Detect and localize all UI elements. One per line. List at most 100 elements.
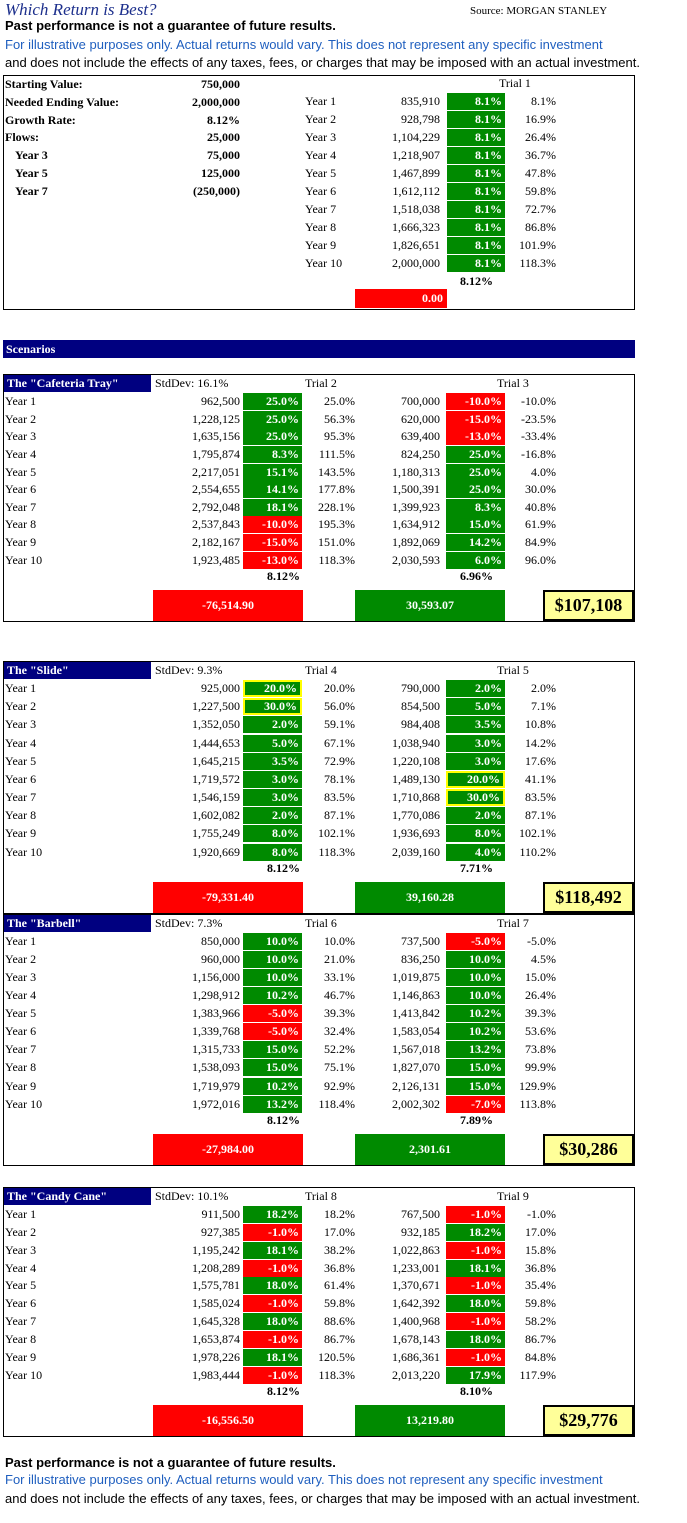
cumulative: 59.8% [525,1296,556,1311]
return-cell: -1.0% [446,1313,505,1331]
year-label: Year 7 [5,1042,37,1057]
value: 1,923,485 [192,552,240,567]
cumulative: 8.1% [531,94,556,108]
trial-title: Trial 5 [497,663,529,677]
input-value: 2,000,000 [192,94,240,109]
return-cell: 8.3% [446,498,505,516]
year-label: Year 9 [5,1349,37,1364]
return-cell: 25.0% [243,410,302,428]
value: 1,500,391 [392,482,440,497]
cumulative: 111.5% [318,446,355,461]
value: 928,798 [401,112,440,126]
cumulative: 96.0% [525,552,556,567]
return-cell: 3.0% [446,734,505,752]
value: 1,936,693 [392,826,440,841]
return-cell: 18.2% [446,1223,505,1241]
return-cell: -1.0% [446,1241,505,1259]
year-label: Year 10 [5,1367,43,1382]
year-label: Year 9 [5,535,37,550]
trial-title: Trial 9 [497,1189,529,1203]
return-cell: -13.0% [446,428,505,446]
value: 620,000 [401,411,440,426]
stddev: StdDev: 7.3% [155,916,223,930]
return-cell: 10.0% [243,951,302,969]
return-cell: 2.0% [243,716,302,734]
value: 835,910 [401,94,440,108]
return-cell: 8.1% [447,255,505,272]
return-cell: 13.2% [446,1041,505,1059]
value: 824,250 [401,446,440,461]
value: 850,000 [201,934,240,948]
average: 8.10% [460,1383,493,1398]
cumulative: 17.0% [324,1224,355,1239]
value: 1,978,226 [192,1349,240,1364]
input-label: Starting Value: [5,77,83,91]
return-cell: -1.0% [243,1366,302,1384]
return-cell: -1.0% [243,1295,302,1313]
cumulative: 17.6% [525,753,556,768]
cumulative: -5.0% [527,934,556,948]
value: 2,217,051 [192,464,240,479]
difference: -16,556.50 [153,1405,303,1436]
value: 962,500 [201,394,240,408]
cumulative: 84.8% [525,1349,556,1364]
value: 1,546,159 [192,790,240,805]
cumulative: 101.9% [519,238,556,252]
return-cell: 3.5% [243,752,302,770]
value: 2,554,655 [192,482,240,497]
value: 1,489,130 [392,771,440,786]
year-label: Year 10 [5,552,43,567]
value: 927,385 [201,1224,240,1239]
cumulative: 46.7% [324,988,355,1003]
return-cell: 8.1% [447,237,505,254]
year-label: Year 8 [305,220,337,234]
value: 1,038,940 [392,735,440,750]
cumulative: 117.9% [519,1367,556,1382]
cumulative: 86.7% [525,1331,556,1346]
year-label: Year 9 [5,826,37,841]
input-value: 125,000 [201,166,240,180]
return-cell: 8.1% [447,147,505,164]
return-cell: 18.2% [243,1206,302,1223]
value: 1,920,669 [192,844,240,859]
return-cell: 25.0% [446,463,505,481]
return-cell: 3.0% [446,752,505,770]
input-label: Growth Rate: [5,112,76,127]
average: 7.71% [460,860,493,875]
year-label: Year 4 [5,446,37,461]
return-cell: 10.0% [446,951,505,969]
cumulative: 4.0% [531,464,556,479]
return-cell: 18.0% [446,1295,505,1313]
cumulative: 10.8% [525,717,556,732]
year-label: Year 2 [5,952,37,967]
year-label: Year 7 [5,790,37,805]
year-label: Year 3 [5,1242,37,1257]
return-cell: 15.1% [243,463,302,481]
return-cell: 3.5% [446,716,505,734]
return-cell: 15.0% [243,1041,302,1059]
value: 1,467,899 [392,166,440,180]
value: 1,218,907 [392,148,440,162]
difference: -76,514.90 [153,590,303,621]
difference: -79,331.40 [153,882,303,913]
return-cell: 8.0% [243,843,302,861]
cumulative: 61.4% [324,1278,355,1293]
cumulative: 25.0% [324,394,355,408]
cumulative: 75.1% [324,1060,355,1075]
year-label: Year 10 [305,256,343,270]
stddev: StdDev: 9.3% [155,663,223,677]
value: 1,575,781 [192,1278,240,1293]
value: 1,795,874 [192,446,240,461]
cumulative: 95.3% [324,429,355,444]
cumulative: 36.8% [324,1260,355,1275]
value: 1,352,050 [192,717,240,732]
cumulative: 16.9% [525,112,556,126]
trial-title: Trial 3 [497,376,529,390]
year-label: Year 10 [5,844,43,859]
cumulative: 26.4% [525,130,556,144]
value: 911,500 [201,1207,240,1221]
value: 1,583,054 [392,1024,440,1039]
cumulative: 52.2% [324,1042,355,1057]
return-cell: -1.0% [243,1259,302,1277]
